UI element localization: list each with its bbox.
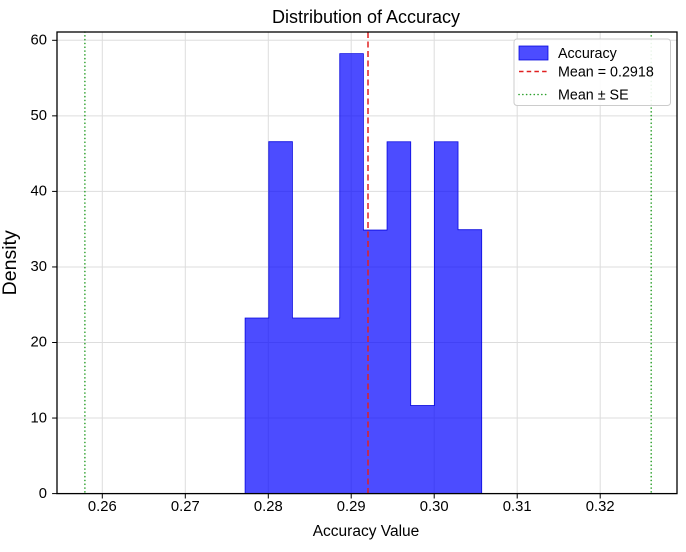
svg-text:0.30: 0.30: [420, 499, 449, 515]
svg-text:0.32: 0.32: [586, 499, 615, 515]
svg-text:10: 10: [31, 410, 47, 426]
svg-text:0.27: 0.27: [171, 499, 200, 515]
svg-text:50: 50: [31, 108, 47, 124]
svg-text:0.29: 0.29: [337, 499, 366, 515]
svg-text:Mean = 0.2918: Mean = 0.2918: [558, 65, 654, 81]
svg-text:60: 60: [31, 33, 47, 49]
svg-text:40: 40: [31, 184, 47, 200]
svg-text:20: 20: [31, 335, 47, 351]
svg-text:Density: Density: [0, 230, 21, 295]
svg-text:Accuracy: Accuracy: [558, 46, 618, 62]
svg-text:0: 0: [39, 486, 47, 502]
svg-text:Distribution of Accuracy: Distribution of Accuracy: [272, 7, 460, 27]
svg-text:Mean ± SE: Mean ± SE: [558, 88, 629, 104]
svg-text:0.31: 0.31: [503, 499, 532, 515]
svg-text:0.28: 0.28: [254, 499, 283, 515]
svg-text:Accuracy Value: Accuracy Value: [313, 523, 420, 540]
svg-text:30: 30: [31, 259, 47, 275]
svg-text:0.26: 0.26: [88, 499, 117, 515]
